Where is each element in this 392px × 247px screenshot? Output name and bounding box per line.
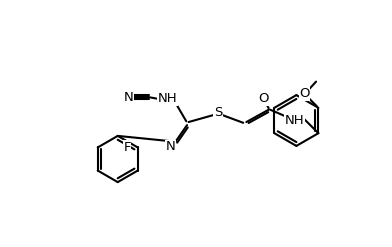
Text: S: S	[214, 106, 222, 119]
Text: O: O	[299, 87, 310, 101]
Text: N: N	[123, 91, 133, 104]
Text: NH: NH	[158, 92, 178, 105]
Text: F: F	[123, 141, 131, 154]
Text: N: N	[166, 140, 176, 153]
Text: O: O	[258, 92, 269, 105]
Text: NH: NH	[284, 114, 304, 127]
